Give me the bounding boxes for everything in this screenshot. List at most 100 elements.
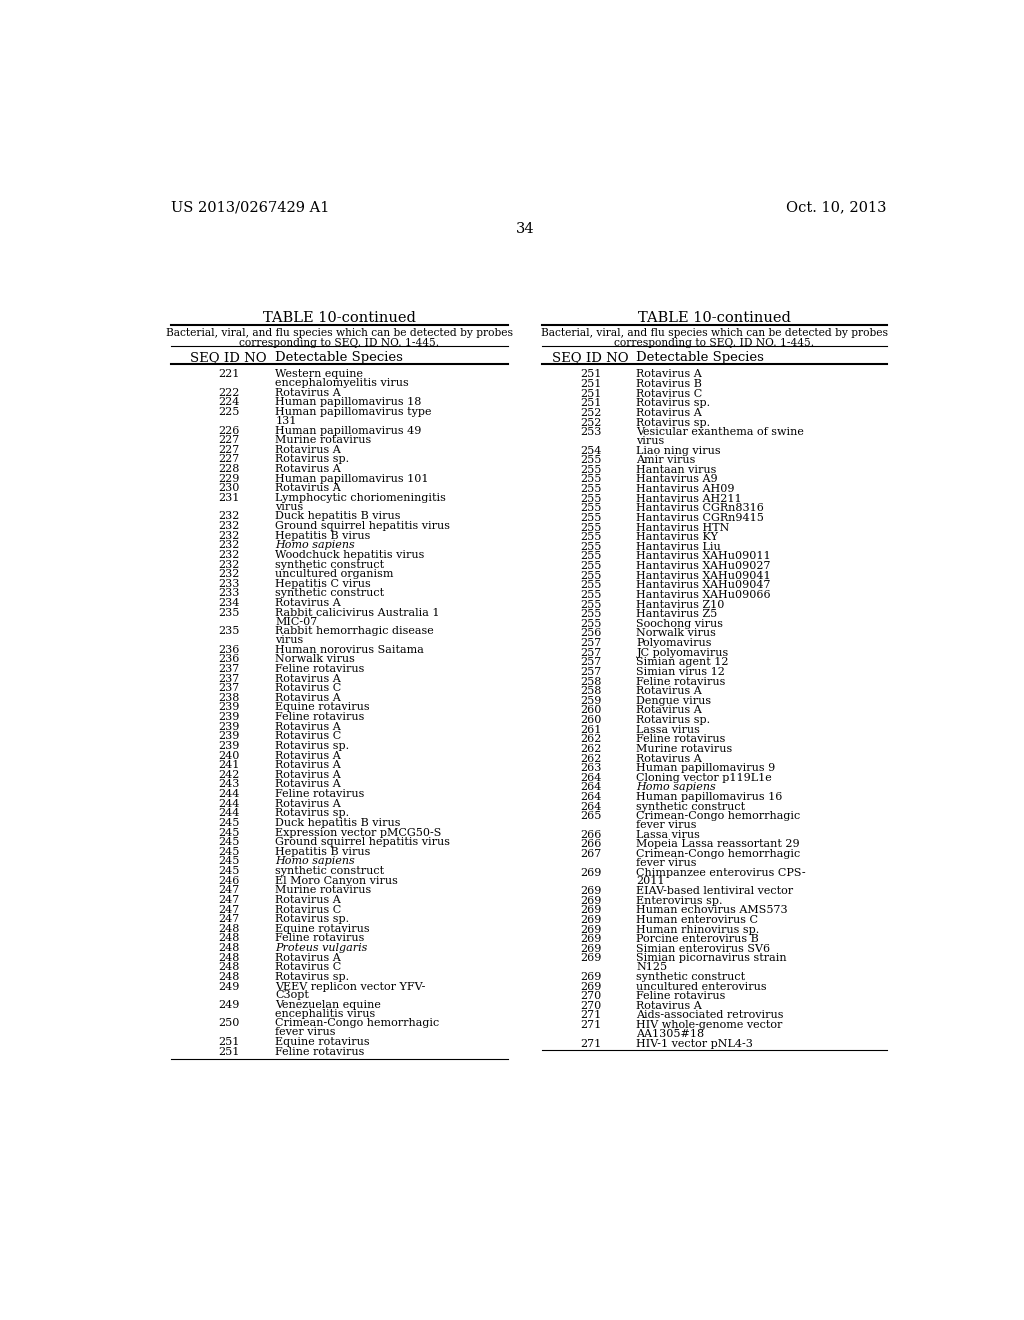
Text: virus: virus: [275, 635, 303, 645]
Text: Rabbit calicivirus Australia 1: Rabbit calicivirus Australia 1: [275, 607, 439, 618]
Text: 131: 131: [275, 416, 297, 426]
Text: Hantavirus A9: Hantavirus A9: [636, 474, 718, 484]
Text: 228: 228: [218, 465, 240, 474]
Text: 251: 251: [218, 1047, 240, 1056]
Text: 231: 231: [218, 492, 240, 503]
Text: 225: 225: [218, 407, 240, 417]
Text: Rotavirus A: Rotavirus A: [275, 693, 341, 702]
Text: Hantavirus HTN: Hantavirus HTN: [636, 523, 730, 532]
Text: synthetic construct: synthetic construct: [636, 972, 745, 982]
Text: 232: 232: [218, 560, 240, 569]
Text: Human papillomavirus 16: Human papillomavirus 16: [636, 792, 782, 803]
Text: VEEV replicon vector YFV-: VEEV replicon vector YFV-: [275, 982, 426, 991]
Text: 269: 269: [580, 953, 601, 964]
Text: Oct. 10, 2013: Oct. 10, 2013: [786, 201, 887, 215]
Text: 255: 255: [580, 465, 601, 475]
Text: Rotavirus A: Rotavirus A: [275, 799, 341, 809]
Text: 255: 255: [580, 581, 601, 590]
Text: Rotavirus A: Rotavirus A: [275, 598, 341, 609]
Text: Liao ning virus: Liao ning virus: [636, 446, 721, 455]
Text: TABLE 10-continued: TABLE 10-continued: [263, 312, 416, 325]
Text: Crimean-Congo hemorrhagic: Crimean-Congo hemorrhagic: [636, 849, 801, 859]
Text: Homo sapiens: Homo sapiens: [636, 783, 716, 792]
Text: 269: 269: [580, 915, 601, 925]
Text: Hepatitis B virus: Hepatitis B virus: [275, 847, 371, 857]
Text: 258: 258: [580, 686, 601, 696]
Text: Enterovirus sp.: Enterovirus sp.: [636, 896, 723, 906]
Text: 245: 245: [218, 818, 240, 828]
Text: Feline rotavirus: Feline rotavirus: [275, 711, 365, 722]
Text: Hantavirus XAHu09041: Hantavirus XAHu09041: [636, 570, 771, 581]
Text: Hantavirus KY: Hantavirus KY: [636, 532, 719, 543]
Text: 240: 240: [218, 751, 240, 760]
Text: 232: 232: [218, 550, 240, 560]
Text: Human papillomavirus 9: Human papillomavirus 9: [636, 763, 775, 774]
Text: 245: 245: [218, 847, 240, 857]
Text: Human rhinovirus sp.: Human rhinovirus sp.: [636, 924, 760, 935]
Text: 251: 251: [580, 379, 601, 389]
Text: Norwalk virus: Norwalk virus: [275, 655, 355, 664]
Text: 258: 258: [580, 677, 601, 686]
Text: Ground squirrel hepatitis virus: Ground squirrel hepatitis virus: [275, 837, 451, 847]
Text: 247: 247: [218, 886, 240, 895]
Text: JC polyomavirus: JC polyomavirus: [636, 648, 729, 657]
Text: EIAV-based lentiviral vector: EIAV-based lentiviral vector: [636, 886, 794, 896]
Text: Feline rotavirus: Feline rotavirus: [275, 789, 365, 799]
Text: 263: 263: [580, 763, 601, 774]
Text: Feline rotavirus: Feline rotavirus: [275, 664, 365, 675]
Text: 259: 259: [580, 696, 601, 706]
Text: Homo sapiens: Homo sapiens: [275, 540, 355, 550]
Text: HIV whole-genome vector: HIV whole-genome vector: [636, 1020, 782, 1030]
Text: Chimpanzee enterovirus CPS-: Chimpanzee enterovirus CPS-: [636, 867, 806, 878]
Text: Cloning vector p119L1e: Cloning vector p119L1e: [636, 774, 772, 783]
Text: Rotavirus C: Rotavirus C: [275, 731, 341, 742]
Text: Simian picornavirus strain: Simian picornavirus strain: [636, 953, 787, 964]
Text: 262: 262: [580, 754, 601, 763]
Text: Murine rotavirus: Murine rotavirus: [636, 744, 732, 754]
Text: Rotavirus sp.: Rotavirus sp.: [275, 915, 349, 924]
Text: 261: 261: [580, 725, 601, 735]
Text: Rotavirus A: Rotavirus A: [636, 1001, 702, 1011]
Text: Hantaan virus: Hantaan virus: [636, 465, 717, 475]
Text: 248: 248: [218, 942, 240, 953]
Text: 255: 255: [580, 532, 601, 543]
Text: 271: 271: [580, 1020, 601, 1030]
Text: Rotavirus A: Rotavirus A: [275, 483, 341, 494]
Text: SEQ ID NO: SEQ ID NO: [552, 351, 629, 364]
Text: 269: 269: [580, 906, 601, 915]
Text: Polyomavirus: Polyomavirus: [636, 638, 712, 648]
Text: 255: 255: [580, 503, 601, 513]
Text: Rotavirus sp.: Rotavirus sp.: [636, 417, 711, 428]
Text: Hantavirus CGRn8316: Hantavirus CGRn8316: [636, 503, 764, 513]
Text: Norwalk virus: Norwalk virus: [636, 628, 716, 639]
Text: Western equine: Western equine: [275, 370, 364, 379]
Text: encephalomyelitis virus: encephalomyelitis virus: [275, 379, 409, 388]
Text: 235: 235: [218, 626, 240, 636]
Text: 271: 271: [580, 1039, 601, 1048]
Text: 237: 237: [218, 684, 240, 693]
Text: Rotavirus sp.: Rotavirus sp.: [275, 741, 349, 751]
Text: virus: virus: [275, 502, 303, 512]
Text: 243: 243: [218, 779, 240, 789]
Text: Rotavirus A: Rotavirus A: [275, 895, 341, 906]
Text: 249: 249: [218, 982, 240, 991]
Text: 239: 239: [218, 741, 240, 751]
Text: 255: 255: [580, 494, 601, 504]
Text: 232: 232: [218, 511, 240, 521]
Text: 255: 255: [580, 561, 601, 572]
Text: synthetic construct: synthetic construct: [275, 560, 384, 569]
Text: Detectable Species: Detectable Species: [275, 351, 403, 364]
Text: 262: 262: [580, 744, 601, 754]
Text: 253: 253: [580, 428, 601, 437]
Text: 250: 250: [218, 1019, 240, 1028]
Text: Homo sapiens: Homo sapiens: [275, 857, 355, 866]
Text: 232: 232: [218, 521, 240, 531]
Text: Rotavirus A: Rotavirus A: [636, 370, 702, 379]
Text: Hantavirus Liu: Hantavirus Liu: [636, 543, 721, 552]
Text: 267: 267: [580, 849, 601, 859]
Text: 222: 222: [218, 388, 240, 397]
Text: 227: 227: [218, 436, 240, 445]
Text: 234: 234: [218, 598, 240, 609]
Text: Rotavirus A: Rotavirus A: [275, 779, 341, 789]
Text: Lassa virus: Lassa virus: [636, 830, 700, 840]
